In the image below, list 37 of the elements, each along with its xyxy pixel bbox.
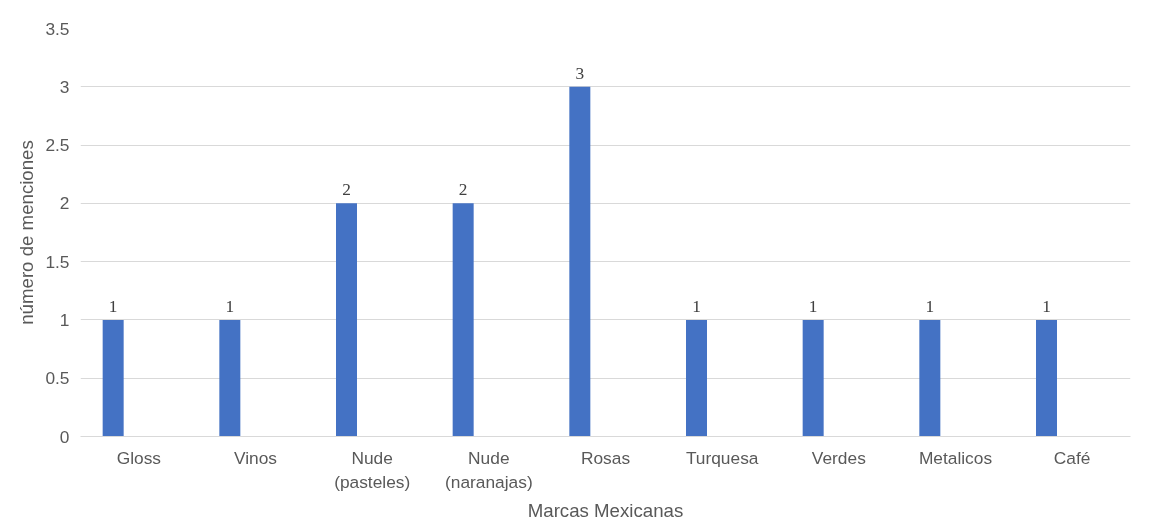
y-tick-label: 3 xyxy=(59,76,70,97)
x-tick-label: Gloss xyxy=(116,447,162,468)
bar xyxy=(802,319,824,437)
y-tick-label: 0 xyxy=(59,426,70,447)
bar xyxy=(336,203,357,437)
data-label: 1 xyxy=(225,296,235,316)
x-axis-title: Marcas Mexicanas xyxy=(527,499,684,521)
data-label: 1 xyxy=(808,296,818,316)
data-label: 2 xyxy=(458,180,468,200)
y-tick-label: 0.5 xyxy=(45,368,70,389)
y-tick-label: 3.5 xyxy=(45,18,70,39)
y-axis-title: número de menciones xyxy=(16,140,38,325)
x-tick-label: Vinos xyxy=(233,447,278,468)
y-tick-label: 2.5 xyxy=(45,135,70,156)
y-tick-label: 1 xyxy=(59,309,70,330)
x-tick-label: Turquesa xyxy=(685,447,759,468)
x-tick-label: Café xyxy=(1053,447,1091,468)
bar xyxy=(219,319,241,437)
bar xyxy=(452,203,474,437)
y-tick-label: 2 xyxy=(59,193,70,214)
data-label: 1 xyxy=(108,296,118,316)
data-label: 1 xyxy=(925,296,935,316)
x-tick-label: Metalicos xyxy=(918,447,993,468)
data-label: 2 xyxy=(342,180,351,200)
bar xyxy=(919,319,941,437)
bar xyxy=(1036,319,1057,437)
x-tick-label: Rosas xyxy=(580,447,631,468)
data-label: 1 xyxy=(692,296,701,316)
bar xyxy=(102,319,124,437)
y-tick-label: 1.5 xyxy=(45,251,70,272)
data-label: 1 xyxy=(1042,296,1051,316)
data-label: 3 xyxy=(575,63,585,83)
x-tick-label: Verdes xyxy=(811,447,867,468)
x-tick-label: Nude (pasteles) xyxy=(334,447,411,492)
x-tick-label: Nude (naranajas) xyxy=(445,447,533,492)
bar xyxy=(686,319,707,437)
bar xyxy=(569,86,591,437)
